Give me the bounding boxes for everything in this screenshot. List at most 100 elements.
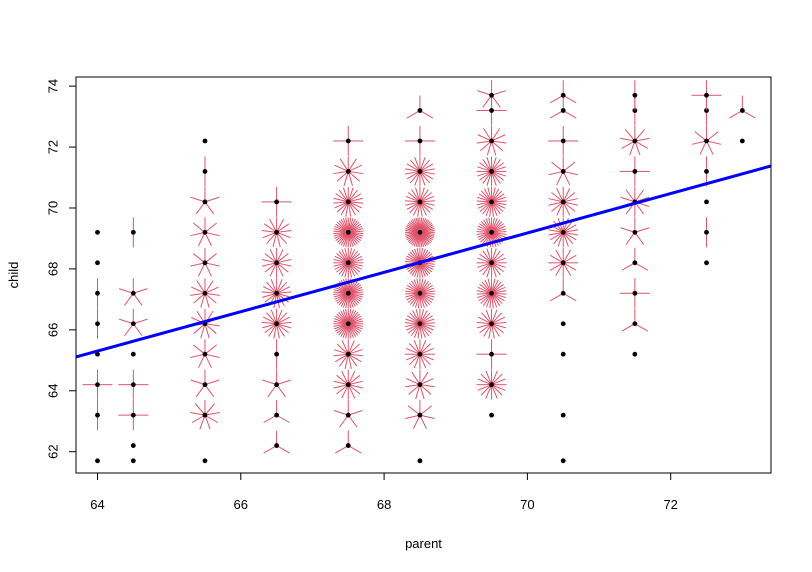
petal: [348, 262, 362, 270]
petal: [419, 293, 425, 308]
petal: [341, 262, 349, 277]
petal: [276, 253, 289, 264]
petal: [419, 353, 431, 366]
petal: [476, 292, 492, 295]
petal: [417, 201, 421, 217]
petal: [477, 166, 492, 172]
petal: [348, 349, 363, 355]
petal: [479, 171, 492, 181]
sunflower-point: [202, 156, 208, 187]
petal: [408, 384, 421, 395]
petal: [405, 287, 421, 294]
petal: [489, 293, 493, 309]
point-center: [560, 321, 566, 327]
petal: [483, 188, 493, 203]
sunflower-point: [704, 217, 709, 248]
petal: [562, 201, 576, 212]
petal: [491, 140, 504, 152]
y-axis-title: child: [6, 262, 21, 289]
sunflower-point: [333, 247, 364, 278]
point-center: [202, 199, 208, 205]
point-center: [202, 260, 208, 266]
petal: [491, 279, 499, 294]
petal: [264, 253, 277, 264]
petal: [414, 157, 421, 172]
petal: [491, 316, 506, 325]
petal: [419, 201, 435, 206]
point-center: [632, 169, 638, 174]
petal: [562, 188, 571, 203]
petal: [347, 158, 357, 172]
point-center: [274, 412, 280, 418]
petal: [406, 170, 421, 180]
sunflower-point: [548, 247, 579, 278]
point-center: [632, 229, 638, 235]
sunflower-point: [489, 412, 494, 418]
sunflower-point: [621, 247, 649, 271]
petal: [419, 414, 427, 429]
petal: [419, 293, 422, 309]
petal: [562, 231, 577, 241]
petal: [348, 255, 362, 264]
point-center: [417, 108, 423, 113]
petal: [551, 192, 564, 203]
petal: [406, 110, 421, 119]
sunflower-point: [548, 186, 578, 217]
petal: [477, 378, 492, 386]
point-center: [489, 351, 494, 357]
sunflower-point: [404, 308, 435, 339]
petal: [419, 170, 434, 180]
petal: [344, 262, 349, 278]
petal: [347, 354, 352, 369]
sunflower-point: [118, 278, 148, 306]
petal: [344, 248, 349, 263]
petal: [479, 162, 492, 172]
petal: [551, 161, 564, 172]
petal: [488, 323, 493, 339]
petal: [413, 323, 421, 338]
petal: [491, 128, 501, 142]
petal: [634, 196, 650, 203]
petal: [419, 323, 423, 339]
petal: [491, 201, 498, 217]
point-center: [632, 92, 638, 98]
petal: [347, 201, 352, 217]
petal: [124, 292, 134, 306]
point-center: [632, 351, 638, 357]
petal: [419, 171, 426, 186]
petal: [419, 377, 434, 386]
y-tick-label: 68: [45, 262, 60, 276]
point-center: [417, 458, 423, 464]
petal: [491, 250, 501, 264]
petal: [491, 384, 498, 399]
petal: [634, 140, 641, 156]
point-center: [274, 382, 280, 388]
petal: [347, 262, 353, 278]
petal: [476, 321, 492, 325]
petal: [405, 201, 421, 206]
sunflower-point: [549, 80, 577, 104]
petal: [204, 292, 217, 304]
petal: [486, 248, 493, 263]
petal: [491, 140, 497, 156]
petal: [409, 312, 421, 325]
sunflower-point: [619, 278, 650, 309]
petal: [408, 323, 421, 334]
sunflower-point: [404, 186, 435, 217]
sunflower-point: [405, 400, 435, 429]
petal: [414, 171, 421, 186]
petal: [341, 370, 349, 385]
point-center: [739, 108, 745, 113]
petal: [486, 262, 493, 278]
petal: [339, 353, 349, 367]
petal: [204, 201, 215, 215]
petal: [491, 384, 503, 396]
point-center: [345, 443, 351, 448]
petal: [414, 293, 421, 308]
petal: [276, 231, 291, 239]
sunflower-point: [404, 278, 435, 309]
petal: [191, 414, 206, 424]
petal: [419, 279, 427, 294]
petal: [491, 134, 506, 142]
point-center: [417, 290, 423, 296]
